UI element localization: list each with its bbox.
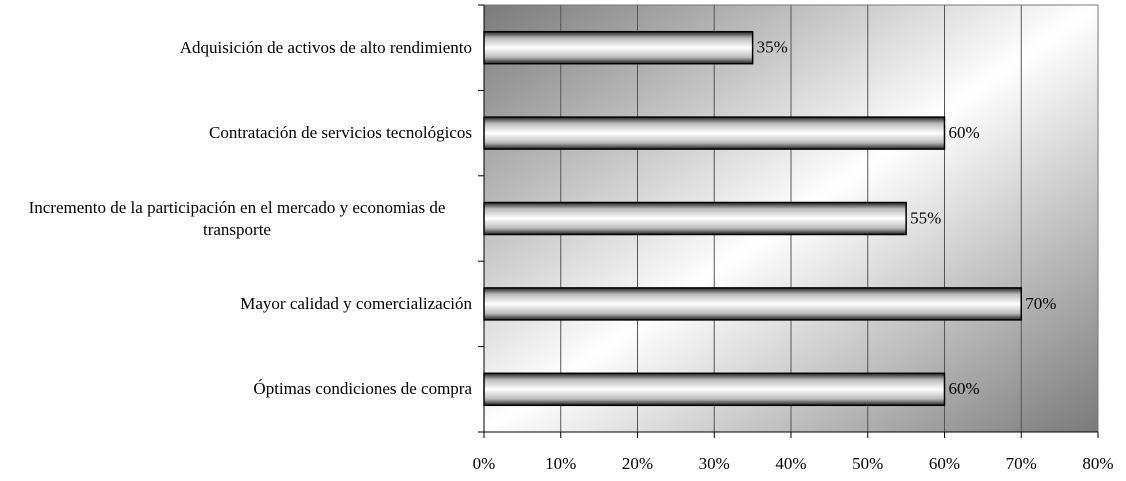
- data-label: 60%: [949, 123, 980, 142]
- data-label: 55%: [910, 208, 941, 227]
- data-label: 70%: [1025, 294, 1056, 313]
- bar: [483, 116, 946, 150]
- category-label: Mayor calidad y comercialización: [240, 293, 472, 313]
- category-label: Incremento de la participación en el mer…: [28, 197, 446, 239]
- data-label: 35%: [757, 38, 788, 57]
- x-tick-label: 70%: [1006, 454, 1037, 473]
- x-tick-label: 50%: [852, 454, 883, 473]
- x-tick-label: 60%: [929, 454, 960, 473]
- bar: [483, 287, 1022, 321]
- x-tick-label: 30%: [699, 454, 730, 473]
- bar: [483, 372, 946, 407]
- x-tick-label: 0%: [473, 454, 496, 473]
- category-label: Óptimas condiciones de compra: [253, 379, 472, 399]
- x-tick-label: 80%: [1082, 454, 1113, 473]
- bar: [483, 201, 907, 236]
- x-tick-label: 40%: [775, 454, 806, 473]
- category-label: Adquisición de activos de alto rendimien…: [179, 37, 472, 57]
- category-label: Contratación de servicios tecnológicos: [209, 123, 472, 143]
- data-label: 60%: [949, 379, 980, 398]
- x-tick-label: 20%: [622, 454, 653, 473]
- x-tick-label: 10%: [545, 454, 576, 473]
- bar: [483, 30, 754, 65]
